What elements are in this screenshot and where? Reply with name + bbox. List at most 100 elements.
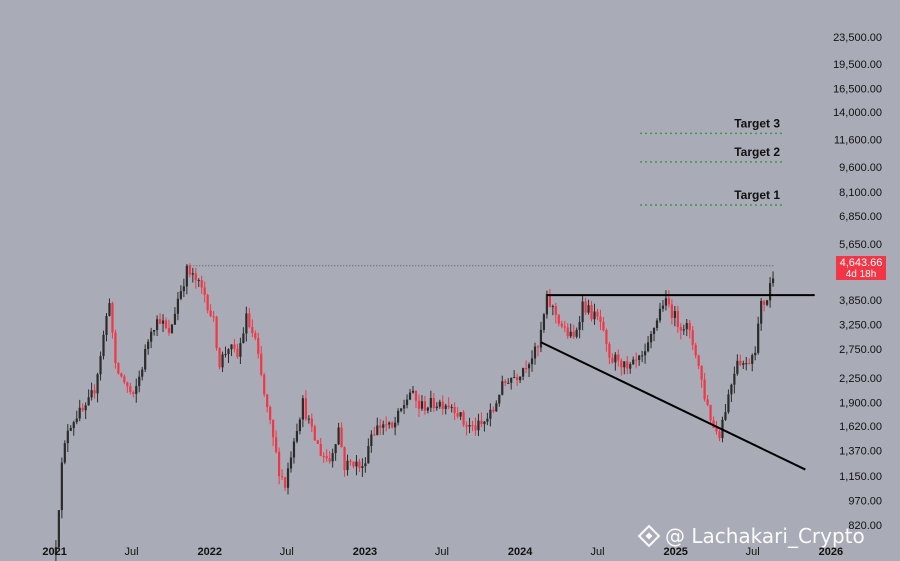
candle-body bbox=[280, 476, 284, 478]
candle-body bbox=[405, 399, 409, 406]
candle-body bbox=[138, 376, 141, 387]
candle-body bbox=[626, 361, 629, 369]
candle-body bbox=[590, 305, 593, 320]
candle-body bbox=[120, 373, 123, 377]
candle-body bbox=[638, 355, 641, 361]
candle-body bbox=[93, 390, 96, 394]
candle-body bbox=[468, 425, 471, 427]
candle-body bbox=[724, 412, 727, 420]
candle-body bbox=[417, 400, 421, 409]
y-tick-label: 3,250.00 bbox=[839, 320, 882, 332]
candle-body bbox=[251, 326, 254, 334]
y-tick-label: 1,150.00 bbox=[839, 471, 882, 483]
candle-body bbox=[742, 363, 745, 365]
candle-body bbox=[649, 333, 653, 343]
candle-body bbox=[203, 287, 206, 295]
candle-body bbox=[111, 303, 114, 333]
candle-body bbox=[331, 453, 334, 462]
candle-body bbox=[376, 425, 379, 435]
candle-body bbox=[277, 451, 281, 477]
candle-body bbox=[510, 378, 513, 383]
candle-body bbox=[239, 343, 242, 357]
candle-body bbox=[462, 412, 465, 425]
candle-body bbox=[727, 394, 730, 413]
candle-body bbox=[87, 397, 90, 406]
candle-body bbox=[328, 458, 331, 462]
candle-body bbox=[227, 349, 230, 355]
candle-body bbox=[768, 283, 772, 301]
candle-body bbox=[364, 463, 367, 467]
candle-body bbox=[269, 407, 272, 420]
candle-body bbox=[643, 351, 647, 356]
candle-body bbox=[397, 410, 400, 423]
candle-body bbox=[316, 440, 319, 444]
candle-body bbox=[194, 273, 197, 281]
candle-body bbox=[173, 313, 177, 325]
candle-body bbox=[215, 316, 218, 349]
candle-body bbox=[548, 294, 551, 307]
y-tick-label: 2,250.00 bbox=[839, 373, 882, 385]
y-tick-label: 8,100.00 bbox=[839, 187, 882, 199]
candle-body bbox=[158, 319, 162, 324]
candle-body bbox=[185, 266, 188, 287]
candle-body bbox=[224, 354, 227, 356]
candle-body bbox=[655, 320, 659, 328]
x-tick-label: 2026 bbox=[819, 546, 843, 558]
candle-body bbox=[254, 333, 257, 339]
candle-body bbox=[304, 398, 307, 419]
candle-body bbox=[751, 355, 754, 364]
y-tick-label: 1,370.00 bbox=[839, 445, 882, 457]
candle-body bbox=[533, 346, 537, 359]
candle-body bbox=[408, 392, 412, 400]
candle-body bbox=[602, 321, 605, 331]
x-tick-label: 2024 bbox=[508, 546, 533, 558]
candle-body bbox=[441, 401, 444, 409]
candle-body bbox=[325, 456, 328, 459]
candle-body bbox=[388, 422, 391, 425]
candle-body bbox=[394, 422, 397, 428]
candle-body bbox=[322, 455, 325, 457]
candle-body bbox=[706, 399, 709, 405]
candle-body bbox=[691, 330, 694, 345]
candle-body bbox=[760, 300, 763, 324]
candle-body bbox=[81, 407, 84, 411]
candle-body bbox=[703, 379, 706, 400]
candle-body bbox=[212, 316, 215, 318]
candle-body bbox=[474, 425, 477, 431]
watermark-text: @ Lachakari_Crypto bbox=[665, 524, 865, 548]
candle-body bbox=[763, 300, 766, 305]
candle-body bbox=[480, 420, 483, 425]
y-tick-label: 16,500.00 bbox=[833, 83, 882, 95]
candle-body bbox=[584, 301, 587, 313]
candle-body bbox=[179, 291, 182, 299]
candle-body bbox=[289, 457, 293, 469]
candle-body bbox=[620, 360, 623, 368]
candle-body bbox=[429, 397, 432, 408]
candle-body bbox=[182, 286, 185, 292]
candle-body bbox=[69, 428, 72, 431]
candle-body bbox=[385, 424, 388, 426]
candle-body bbox=[236, 348, 239, 357]
current-price-label: 4,643.66 4d 18h bbox=[836, 256, 886, 280]
candle-body bbox=[632, 359, 635, 365]
candle-body bbox=[337, 427, 340, 445]
candle-body bbox=[754, 352, 757, 356]
candle-body bbox=[456, 413, 459, 417]
candle-body bbox=[670, 304, 673, 318]
candle-body bbox=[477, 420, 480, 431]
candle-body bbox=[614, 354, 617, 363]
candle-body bbox=[206, 294, 209, 311]
candle-body bbox=[623, 361, 626, 368]
candle-body bbox=[209, 310, 212, 317]
x-tick-label: Jul bbox=[125, 546, 139, 558]
y-axis: 23,500.00 19,500.00 16,500.00 14,000.00 11,6… bbox=[833, 32, 882, 532]
candle-body bbox=[382, 424, 385, 428]
candle-body bbox=[72, 422, 75, 429]
y-tick-label: 1,900.00 bbox=[839, 398, 882, 410]
y-tick-label: 23,500.00 bbox=[833, 32, 882, 44]
candle-body bbox=[161, 320, 165, 324]
candle-body bbox=[700, 365, 703, 380]
candle-body bbox=[126, 382, 129, 387]
candle-body bbox=[736, 360, 739, 374]
